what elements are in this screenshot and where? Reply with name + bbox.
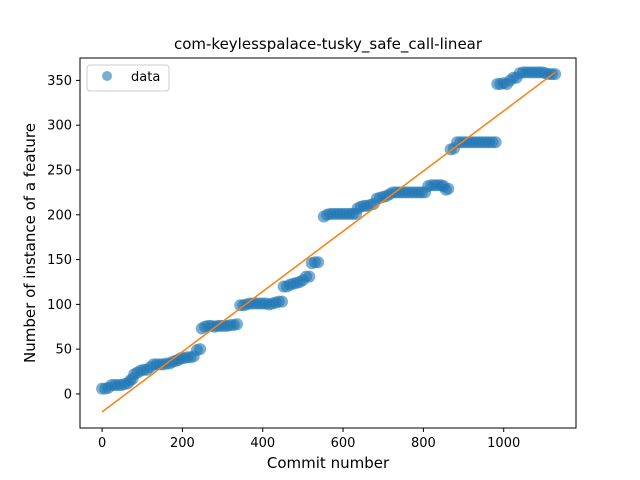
data-point [276,295,289,308]
x-axis-title: Commit number [267,454,390,472]
legend-marker-data [102,71,112,81]
legend: data [86,64,170,92]
x-tick-label: 1000 [487,436,520,451]
y-tick-label: 250 [47,163,72,178]
y-axis: 0 50 100 150 200 250 300 350 [47,74,80,402]
plot-frame [79,57,577,429]
y-axis-title: Number of instance of a feature [21,123,39,363]
x-tick-label: 200 [170,436,195,451]
y-tick-label: 0 [64,387,72,402]
legend-label-data: data [131,70,160,85]
x-tick-label: 800 [411,436,436,451]
data-point [549,68,562,81]
x-tick-label: 0 [98,436,106,451]
data-point [312,256,325,269]
y-tick-label: 150 [47,253,72,268]
data-point [303,270,316,283]
fit-line [101,71,556,413]
chart-title: com-keylesspalace-tusky_safe_call-linear [174,35,483,54]
data-point [442,182,455,195]
y-tick-label: 200 [47,208,72,223]
x-axis: 0 200 400 600 800 1000 [98,428,520,451]
data-point [194,343,207,356]
y-tick-label: 50 [55,343,72,358]
x-tick-label: 600 [331,436,356,451]
data-point [231,318,244,331]
plot-marks [96,66,562,413]
y-tick-label: 350 [47,74,72,89]
data-point [489,136,502,149]
y-tick-label: 300 [47,119,72,134]
x-tick-label: 400 [250,436,275,451]
y-tick-label: 100 [47,298,72,313]
